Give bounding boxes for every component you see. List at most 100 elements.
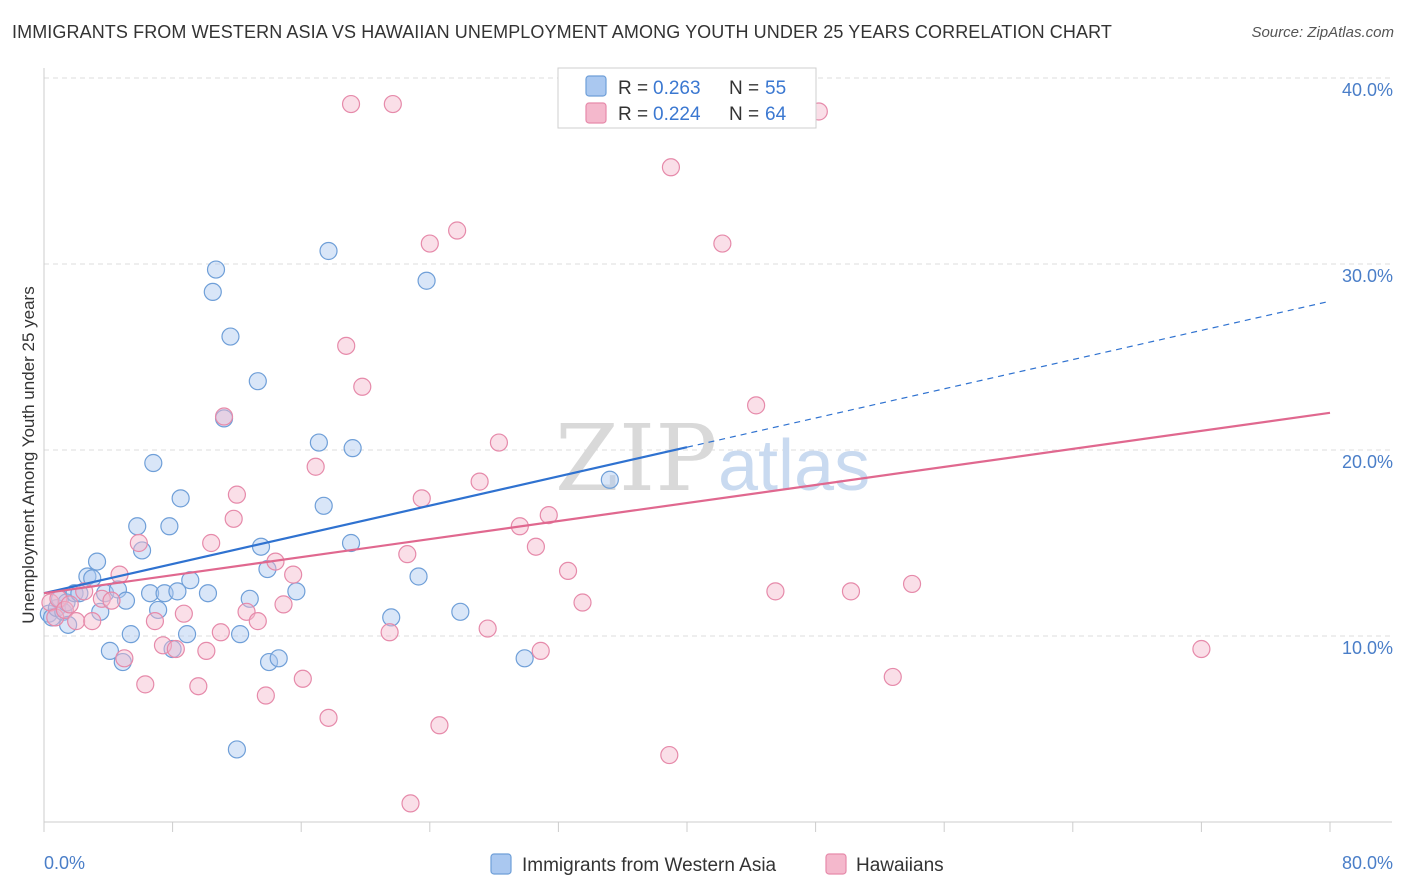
point-hawaiian [539,505,558,525]
point-hawaiian [747,396,766,415]
point-hawaiian [197,641,216,660]
point-western-asia [600,470,619,489]
point-western-asia [87,552,107,571]
y-tick-label: 30.0% [1342,266,1393,286]
legend-r-label-1: R = [618,78,648,99]
point-hawaiian [55,600,74,620]
point-western-asia [341,533,361,553]
point-hawaiian [412,489,431,508]
point-western-asia [144,453,163,473]
point-western-asia [168,582,187,601]
point-hawaiian [353,377,372,396]
point-western-asia [319,241,338,261]
point-hawaiian [430,716,449,735]
point-hawaiian [489,433,509,452]
point-western-asia [116,591,136,610]
point-western-asia [287,582,306,601]
point-western-asia [121,625,140,644]
point-hawaiian [766,582,785,601]
watermark: ZIP atlas [555,405,870,512]
point-western-asia [409,567,428,586]
axes: 10.0% 20.0% 30.0% 40.0% 0.0% 80.0% [43,68,1393,873]
point-hawaiian [380,623,399,642]
point-western-asia [451,602,470,621]
point-hawaiian [224,509,243,528]
y-tick-label: 20.0% [1342,452,1393,472]
x-tick-label-start: 0.0% [44,853,85,873]
point-western-asia [206,260,226,279]
legend-n-value-1: 55 [765,78,786,99]
point-western-asia [128,517,147,536]
point-western-asia [221,327,240,346]
bottom-legend-label-1: Immigrants from Western Asia [522,855,777,876]
chart-title: IMMIGRANTS FROM WESTERN ASIA VS HAWAIIAN… [12,22,1112,42]
legend-n-label-1: N = [729,78,759,99]
bottom-legend-label-2: Hawaiians [856,855,944,876]
point-hawaiian [202,533,221,553]
point-western-asia [417,271,436,290]
point-hawaiian [145,612,165,631]
y-tick-label: 10.0% [1342,638,1393,658]
point-hawaiian [166,639,185,659]
point-western-asia [314,496,333,515]
point-hawaiian [136,675,155,694]
point-hawaiian [129,533,148,553]
point-hawaiian [470,472,489,491]
point-western-asia [149,600,168,620]
point-hawaiian [60,595,79,614]
point-hawaiian [660,745,679,765]
grid-lines [44,77,1392,637]
point-western-asia [269,649,288,668]
point-hawaiian [902,574,922,594]
legend-r-value-2: 0.224 [653,104,701,125]
x-tick-label-end: 80.0% [1342,853,1393,873]
legend-r-label-2: R = [618,104,648,125]
point-hawaiian [306,457,325,476]
point-hawaiian [661,158,681,177]
point-hawaiian [841,582,861,601]
point-western-asia [140,584,160,603]
legend-swatch-pink [585,102,607,124]
point-hawaiian [398,545,417,564]
point-hawaiian [573,593,592,612]
point-western-asia [382,608,401,627]
point-hawaiian [284,565,303,584]
point-hawaiian [274,595,293,614]
bottom-legend-swatch-pink [825,853,847,875]
point-western-asia [259,652,279,672]
point-hawaiian [256,686,275,705]
point-hawaiian [214,407,234,426]
point-hawaiian [227,485,246,504]
point-western-asia [171,489,190,508]
point-hawaiian [46,608,65,627]
point-western-asia [177,625,197,644]
point-hawaiian [341,94,361,114]
y-tick-label: 40.0% [1342,80,1393,100]
point-hawaiian [248,612,267,631]
bottom-legend-swatch-blue [490,853,512,875]
point-western-asia [160,517,179,536]
point-hawaiian [526,537,545,556]
legend-swatch-blue [585,75,607,97]
point-hawaiian [478,619,497,638]
point-hawaiian [319,708,338,727]
point-hawaiian [448,221,467,240]
point-hawaiian [420,234,439,253]
point-hawaiian [713,234,732,253]
top-legend: R = 0.263 N = 55 R = 0.224 N = 64 [557,67,817,129]
chart-source: Source: ZipAtlas.com [1251,24,1394,41]
point-western-asia [227,740,246,759]
point-western-asia [251,537,271,556]
trend-line-hawaiian [43,411,1331,595]
y-axis-label: Unemployment Among Youth under 25 years [19,286,38,623]
point-hawaiian [174,604,193,623]
watermark-atlas: atlas [718,426,870,506]
legend-r-value-1: 0.263 [653,78,701,99]
point-western-asia [248,372,267,391]
point-western-asia [309,433,328,452]
point-hawaiian [293,669,312,688]
point-western-asia [231,625,250,644]
point-hawaiian [1192,639,1211,659]
point-hawaiian [531,641,550,660]
